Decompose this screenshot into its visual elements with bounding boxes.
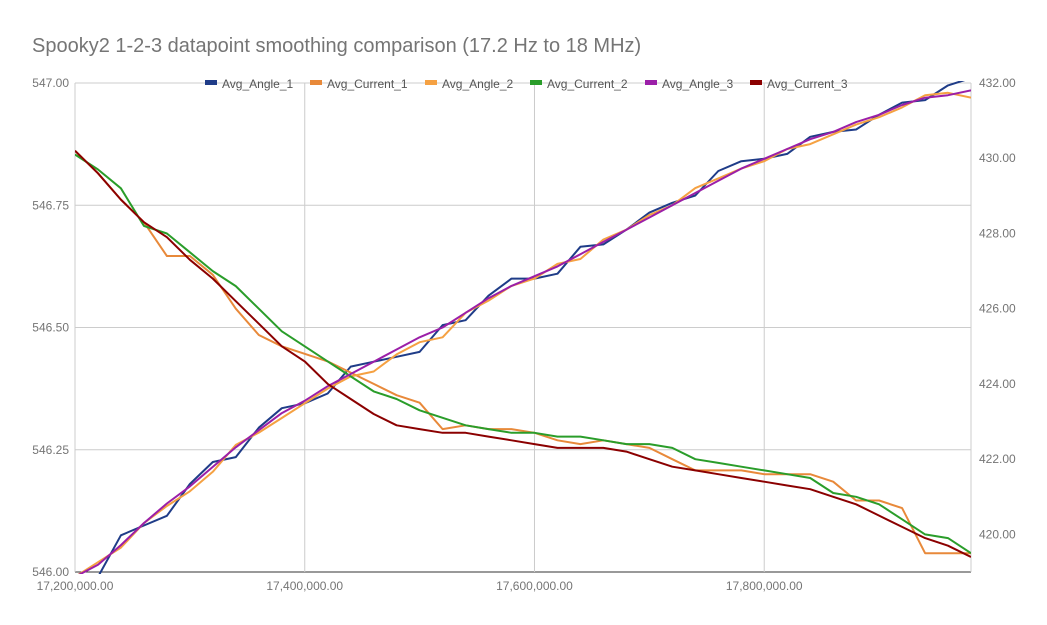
legend-label: Avg_Current_1 — [327, 77, 408, 91]
legend-swatch — [645, 80, 657, 85]
series-line-avg-angle-3 — [78, 89, 971, 574]
series-line-avg-current-1 — [75, 149, 971, 555]
series-lines — [75, 81, 971, 574]
chart-title: Spooky2 1-2-3 datapoint smoothing compar… — [32, 35, 641, 57]
y-left-tick-label: 546.00 — [32, 565, 69, 579]
x-tick-label: 17,200,000.00 — [37, 579, 114, 593]
y-right-tick-label: 428.00 — [979, 226, 1016, 240]
y-left-tick-label: 546.50 — [32, 321, 69, 335]
legend-label: Avg_Angle_2 — [442, 77, 514, 91]
y-left-tick-label: 546.75 — [32, 198, 69, 212]
legend-label: Avg_Angle_3 — [662, 77, 734, 91]
legend-swatch — [750, 80, 762, 85]
grid-lines — [74, 82, 972, 573]
legend-swatch — [205, 80, 217, 85]
x-tick-label: 17,600,000.00 — [496, 579, 573, 593]
y-right-tick-label: 432.00 — [979, 76, 1016, 90]
y-right-tick-label: 430.00 — [979, 151, 1016, 165]
x-tick-label: 17,800,000.00 — [726, 579, 803, 593]
legend-label: Avg_Angle_1 — [222, 77, 294, 91]
legend-swatch — [310, 80, 322, 85]
y-right-tick-label: 422.00 — [979, 452, 1016, 466]
legend: Avg_Angle_1 Avg_Current_1 Avg_Angle_2 Avg_C… — [205, 77, 848, 91]
x-tick-label: 17,400,000.00 — [266, 579, 343, 593]
legend-swatch — [530, 80, 542, 85]
y-left-tick-label: 546.25 — [32, 443, 69, 457]
series-line-avg-current-2 — [75, 153, 971, 555]
y-right-tick-label: 424.00 — [979, 377, 1016, 391]
legend-swatch — [425, 80, 437, 85]
y-right-tick-label: 420.00 — [979, 527, 1016, 541]
y-right-tick-label: 426.00 — [979, 302, 1016, 316]
legend-label: Avg_Current_2 — [547, 77, 628, 91]
legend-label: Avg_Current_3 — [767, 77, 848, 91]
axes: 546.00 546.25 546.50 546.75 547.00 17,200,000… — [32, 76, 1016, 593]
y-left-tick-label: 547.00 — [32, 76, 69, 90]
series-line-avg-current-3 — [75, 149, 971, 558]
